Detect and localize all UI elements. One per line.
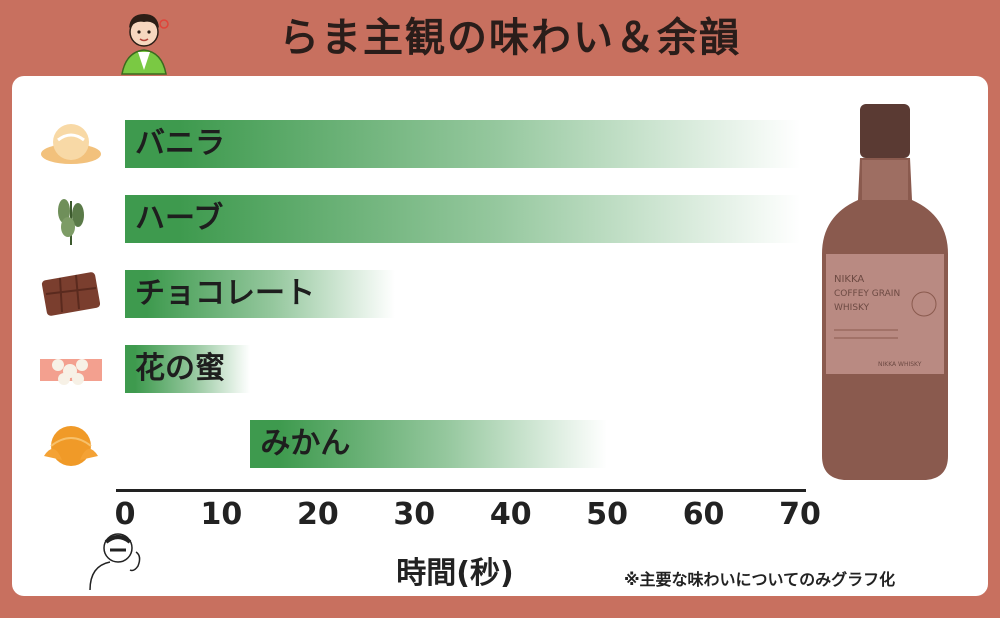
honey-icon bbox=[40, 359, 102, 385]
herb-icon bbox=[58, 199, 84, 245]
page-title: らま主観の味わい＆余韻 bbox=[279, 15, 741, 61]
sleeping-avatar-icon bbox=[89, 533, 141, 591]
bar-label: バニラ bbox=[135, 126, 225, 161]
x-axis-label: 時間(秒) bbox=[396, 556, 514, 591]
x-tick-label: 70 bbox=[779, 497, 821, 532]
x-axis-line bbox=[116, 489, 806, 492]
bottle-line1: COFFEY GRAIN bbox=[834, 289, 900, 299]
bar-label: みかん bbox=[260, 426, 351, 461]
x-tick-label: 0 bbox=[114, 497, 136, 532]
bottle-brand: NIKKA bbox=[834, 274, 864, 285]
whisky-bottle-image: NIKKA COFFEY GRAIN WHISKY NIKKA WHISKY bbox=[822, 104, 948, 480]
x-tick-label: 10 bbox=[200, 497, 243, 532]
bar-3 bbox=[125, 345, 251, 393]
bar-1 bbox=[125, 195, 800, 243]
bar-label: 花の蜜 bbox=[135, 351, 225, 386]
x-tick-label: 30 bbox=[393, 497, 436, 532]
x-tick-label: 20 bbox=[296, 497, 339, 532]
avatar bbox=[121, 14, 169, 75]
bar-label: ハーブ bbox=[135, 201, 224, 236]
bar-4 bbox=[250, 420, 608, 468]
bar-0 bbox=[125, 120, 800, 168]
chocolate-icon bbox=[41, 272, 101, 316]
x-tick-label: 40 bbox=[489, 497, 532, 532]
x-tick-label: 50 bbox=[586, 497, 629, 532]
bar-label: チョコレート bbox=[135, 276, 315, 311]
bottle-line2: WHISKY bbox=[834, 303, 870, 313]
footnote: ※主要な味わいについてのみグラフ化 bbox=[624, 570, 896, 589]
vanilla-icon bbox=[41, 124, 101, 164]
x-tick-label: 60 bbox=[682, 497, 725, 532]
mandarin-icon bbox=[44, 426, 98, 466]
bottle-maker: NIKKA WHISKY bbox=[878, 361, 922, 368]
bar-2 bbox=[125, 270, 395, 318]
